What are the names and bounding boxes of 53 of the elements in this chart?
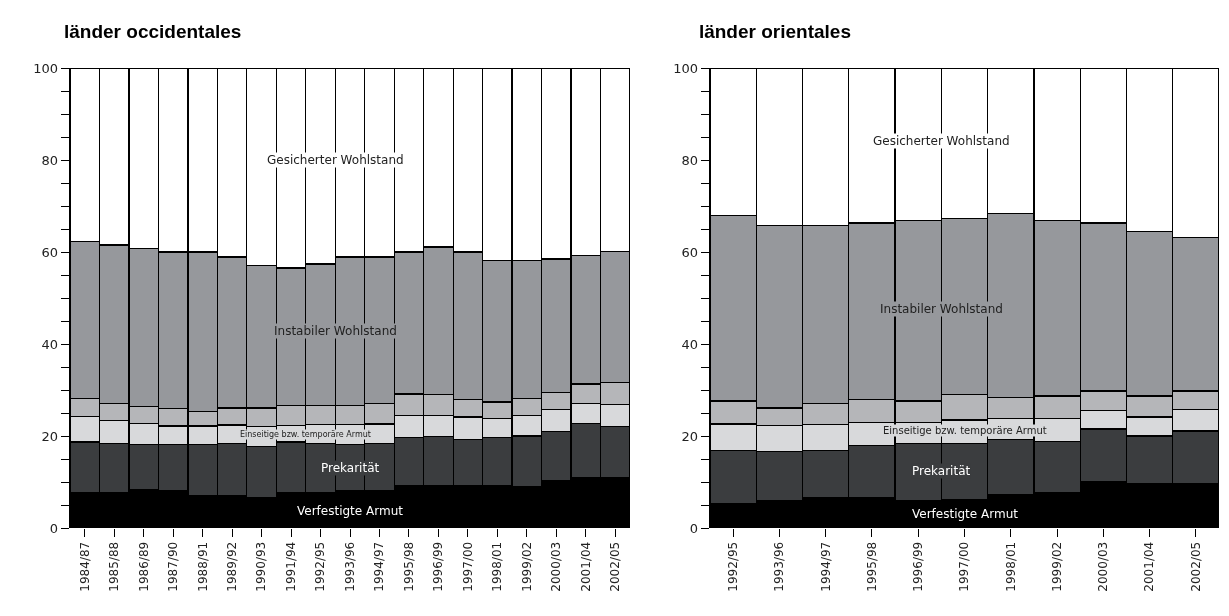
y-tick-label: 60 [681,244,699,260]
y-tick-label: 40 [681,336,699,352]
x-tick-label: 1995/98 [864,541,879,592]
y-tick-label: 0 [689,520,699,536]
x-tick-label: 1998/01 [1003,541,1018,592]
x-tick-label: 2002/05 [608,541,623,592]
x-tick-label: 1997/00 [957,541,972,592]
x-tick-label: 1997/00 [460,541,475,592]
chart-title: länder occidentales [64,20,242,42]
x-tick-label: 1985/88 [107,541,122,592]
y-tick-label: 100 [673,60,699,76]
x-tick-label: 1992/95 [313,541,328,592]
x-tick-label: 1989/92 [225,541,240,592]
y-tick-label: 20 [41,428,59,444]
x-tick-label: 2001/04 [578,541,593,592]
y-tick-label: 80 [41,152,59,168]
x-tick-label: 1999/02 [519,541,534,592]
x-tick-label: 1993/96 [342,541,357,592]
x-tick-label: 1998/01 [490,541,505,592]
y-tick-label: 80 [681,152,699,168]
x-tick-label: 1987/90 [166,541,181,592]
x-tick-label: 1990/93 [254,541,269,592]
y-tick-label: 20 [681,428,699,444]
x-tick-label: 1999/02 [1049,541,1064,592]
series-label: Instabiler Wohlstand [274,324,397,338]
x-tick-label: 2001/04 [1142,541,1157,592]
series-label: Einseitige bzw. temporäre Armut [240,430,371,439]
x-tick-label: 1994/97 [818,541,833,592]
x-tick-label: 1986/89 [136,541,151,592]
series-label: Prekarität [912,464,971,478]
y-tick-label: 0 [49,520,59,536]
series-label: Einseitige bzw. temporäre Armut [883,425,1047,436]
series-label: Prekarität [321,461,380,475]
x-tick-label: 1984/87 [77,541,92,592]
x-tick-label: 1996/99 [431,541,446,592]
y-tick-label: 100 [33,60,59,76]
x-tick-label: 1988/91 [195,541,210,592]
x-tick-label: 1996/99 [911,541,926,592]
x-tick-label: 2002/05 [1188,541,1203,592]
series-label: Verfestigte Armut [297,504,404,518]
series-label: Instabiler Wohlstand [880,302,1003,316]
x-tick-label: 1992/95 [726,541,741,592]
y-tick-label: 60 [41,244,59,260]
series-label: Gesicherter Wohlstand [267,153,404,167]
x-tick-label: 1995/98 [401,541,416,592]
x-tick-label: 2000/03 [1096,541,1111,592]
x-tick-label: 1993/96 [772,541,787,592]
y-tick-label: 40 [41,336,59,352]
x-tick-label: 1991/94 [283,541,298,592]
series-label: Gesicherter Wohlstand [873,134,1010,148]
chart-title: länder orientales [698,20,851,42]
x-tick-label: 1994/97 [372,541,387,592]
x-tick-label: 2000/03 [549,541,564,592]
